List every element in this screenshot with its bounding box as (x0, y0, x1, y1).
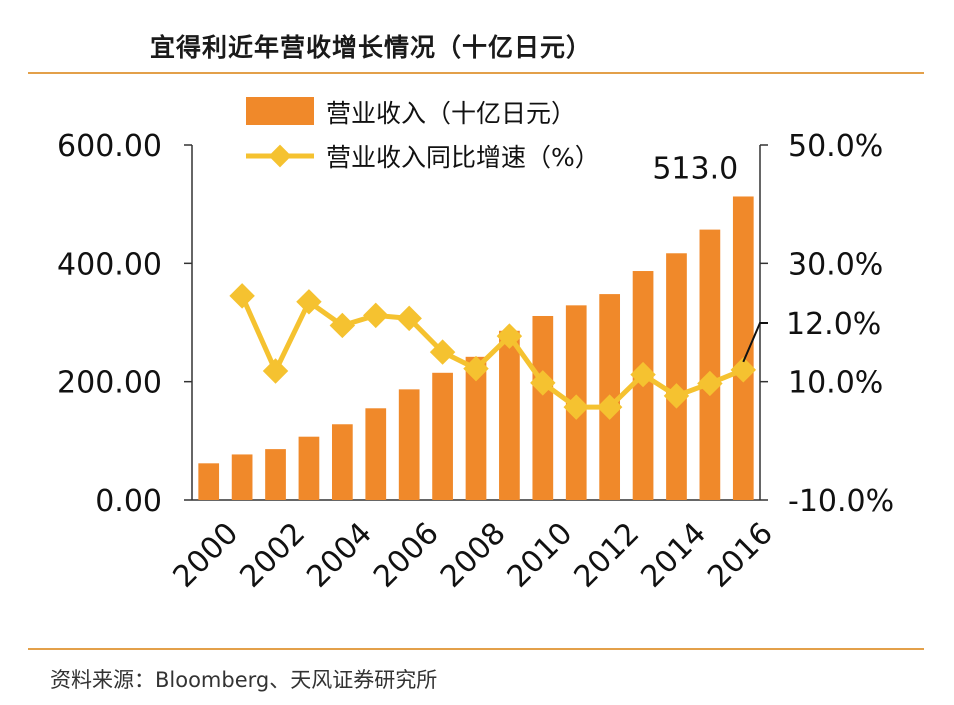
x-tick-label: 2014 (634, 516, 713, 595)
left-tick-label: 400.00 (57, 247, 162, 282)
growth-point (229, 283, 255, 309)
revenue-bar (231, 454, 253, 500)
growth-point (596, 394, 623, 420)
growth-point (262, 358, 289, 384)
growth-point (463, 355, 489, 382)
line-value-annotation: 12.0% (786, 307, 881, 342)
growth-point (530, 370, 556, 396)
right-tick-label: -10.0% (788, 484, 894, 519)
chart-area: 0.00 200.00 400.00 600.00 -10.0% 10.0% 30.0% 50… (57, 97, 894, 595)
left-tick-label: 600.00 (57, 129, 162, 164)
growth-point (630, 361, 656, 388)
growth-point (429, 339, 456, 365)
revenue-bar (198, 463, 220, 500)
growth-point (663, 383, 690, 409)
revenue-bar (699, 229, 721, 500)
x-tick-label: 2012 (568, 516, 647, 595)
revenue-bar (532, 315, 554, 500)
x-tick-label: 2004 (300, 516, 379, 595)
revenue-bar (666, 253, 687, 500)
bottom-divider (28, 648, 924, 650)
left-tick-label: 200.00 (57, 366, 162, 401)
revenue-bar (298, 436, 320, 500)
right-tick-label: 10.0% (788, 366, 883, 401)
revenue-bar (398, 389, 420, 500)
growth-point (296, 289, 322, 315)
left-tick-label: 0.00 (95, 484, 162, 519)
x-tick-label: 2016 (701, 516, 780, 595)
revenue-bar (432, 372, 453, 500)
revenue-bar (499, 330, 520, 500)
x-tick-label: 2010 (501, 516, 580, 595)
legend-bar-label: 营业收入（十亿日元） (326, 99, 576, 128)
legend-bar-swatch (246, 97, 314, 125)
legend-line-label: 营业收入同比增速（%） (326, 143, 600, 172)
x-tick-label: 2008 (434, 516, 513, 595)
right-tick-label: 50.0% (788, 129, 883, 164)
growth-line (239, 294, 745, 410)
bar-value-annotation: 513.0 (652, 151, 738, 186)
growth-point (697, 370, 723, 397)
right-tick-label: 30.0% (788, 247, 883, 282)
revenue-bar (265, 449, 286, 500)
revenue-bar (732, 196, 754, 500)
x-tick-label: 2002 (233, 516, 312, 595)
line-value-leader (742, 322, 768, 363)
growth-point (730, 357, 757, 383)
revenue-bar (465, 356, 487, 500)
revenue-bar (331, 424, 353, 500)
chart-title: 宜得利近年营收增长情况（十亿日元） (150, 33, 593, 62)
x-tick-label: 2000 (167, 516, 246, 595)
source-note: 资料来源：Bloomberg、天风证券研究所 (50, 668, 438, 692)
growth-point (329, 312, 356, 339)
growth-point (363, 302, 389, 329)
x-tick-label: 2006 (367, 516, 446, 595)
revenue-bar (365, 408, 387, 500)
growth-point (396, 305, 422, 332)
top-divider (28, 72, 924, 74)
growth-point (563, 394, 589, 420)
legend-line-marker (268, 144, 292, 168)
